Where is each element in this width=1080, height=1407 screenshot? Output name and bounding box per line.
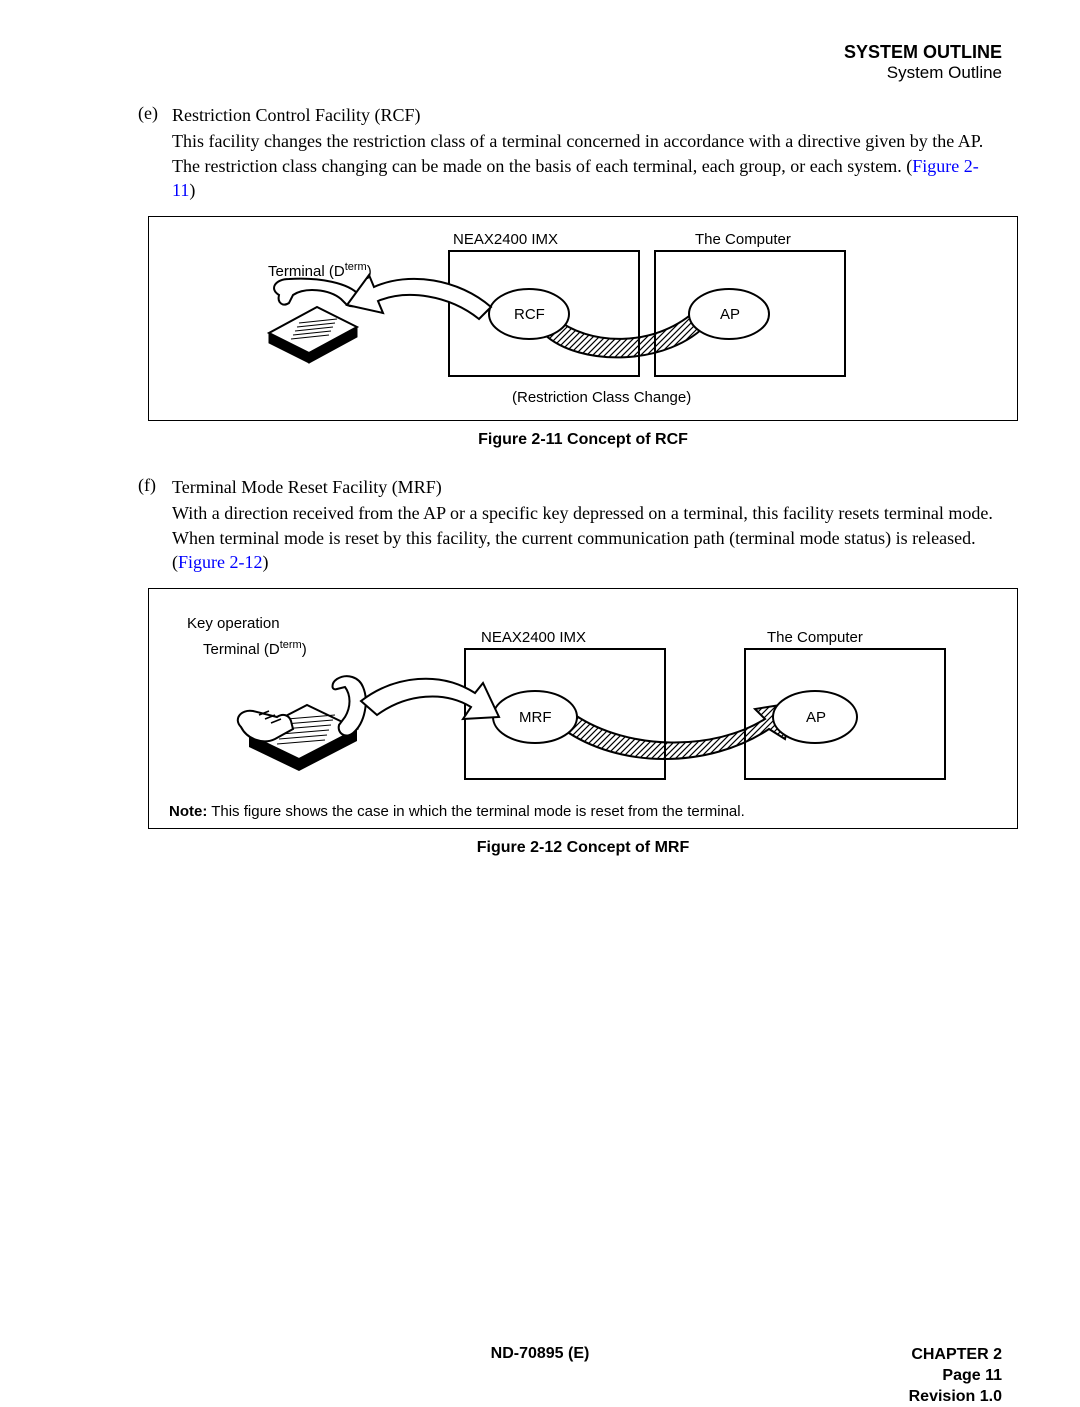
list-item-f: (f) Terminal Mode Reset Facility (MRF) W… [138, 475, 1002, 574]
item-e-text2: ) [189, 180, 195, 200]
body-section: (e) Restriction Control Facility (RCF) T… [138, 103, 1002, 857]
terminal-label-2: Terminal (Dterm) [203, 639, 307, 658]
item-f-title: Terminal Mode Reset Facility (MRF) [172, 475, 1002, 499]
terminal-label-2-prefix: Terminal (D [203, 641, 280, 658]
footer-right: CHAPTER 2 Page 11 Revision 1.0 [909, 1345, 1002, 1407]
figure-2-11-caption: Figure 2-11 Concept of RCF [148, 431, 1018, 449]
footer-doc-id: ND-70895 (E) [78, 1345, 1002, 1363]
key-operation-label: Key operation [187, 615, 280, 632]
mrf-text: MRF [519, 709, 552, 726]
footer-chapter: CHAPTER 2 [909, 1345, 1002, 1366]
terminal-label-prefix: Terminal (D [268, 263, 345, 280]
footer-page: Page 11 [909, 1366, 1002, 1387]
item-f-text1: With a direction received from the AP or… [172, 503, 993, 572]
item-e-title: Restriction Control Facility (RCF) [172, 103, 1002, 127]
terminal-label: Terminal (Dterm) [268, 261, 372, 280]
item-f-marker: (f) [138, 475, 172, 574]
neax-label: NEAX2400 IMX [453, 231, 558, 248]
page: SYSTEM OUTLINE System Outline (e) Restri… [0, 0, 1080, 1397]
computer-label-2: The Computer [767, 629, 863, 646]
terminal-label-suffix: ) [367, 263, 372, 280]
figure-2-12-caption: Figure 2-12 Concept of MRF [148, 839, 1018, 857]
ap-text: AP [720, 306, 740, 323]
item-e-text1: This facility changes the restriction cl… [172, 131, 983, 175]
item-f-body: Terminal Mode Reset Facility (MRF) With … [172, 475, 1002, 574]
terminal-label-2-suffix: ) [302, 641, 307, 658]
list-item-e: (e) Restriction Control Facility (RCF) T… [138, 103, 1002, 202]
terminal-label-2-sup: term [280, 639, 302, 651]
note-bold: Note: [169, 803, 207, 820]
header-subtitle: System Outline [78, 63, 1002, 83]
terminal-icon-2 [238, 677, 366, 772]
figure-2-12-link[interactable]: Figure 2-12 [178, 552, 263, 572]
neax-label-2: NEAX2400 IMX [481, 629, 586, 646]
figure-2-12: Key operation Terminal (Dterm) NEAX2400 … [148, 588, 1018, 829]
outline-arrow-right [361, 679, 499, 719]
outline-arrow-left [347, 275, 491, 319]
item-e-body: Restriction Control Facility (RCF) This … [172, 103, 1002, 202]
item-e-marker: (e) [138, 103, 172, 202]
ap-text-2: AP [806, 709, 826, 726]
figure-2-12-note: Note: This figure shows the case in whic… [169, 803, 745, 820]
figure-2-11: NEAX2400 IMX The Computer Terminal (Dter… [148, 216, 1018, 421]
hatched-arrow-2 [563, 703, 793, 759]
header-title: SYSTEM OUTLINE [78, 42, 1002, 63]
restriction-label: (Restriction Class Change) [512, 389, 691, 406]
item-f-text2: ) [263, 552, 269, 572]
note-text: This figure shows the case in which the … [207, 803, 744, 820]
computer-label: The Computer [695, 231, 791, 248]
terminal-icon [269, 279, 361, 363]
page-header: SYSTEM OUTLINE System Outline [78, 42, 1002, 83]
terminal-label-sup: term [345, 261, 367, 273]
rcf-text: RCF [514, 306, 545, 323]
